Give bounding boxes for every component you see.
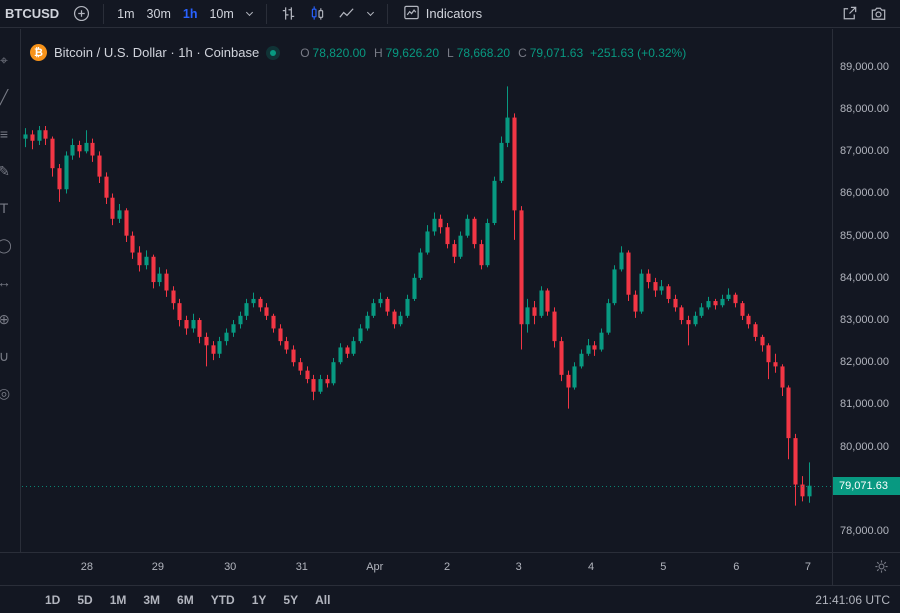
range-button-6M[interactable]: 6M — [170, 591, 201, 609]
price-axis[interactable]: 89,000.00 88,000.00 87,000.00 86,000.00 85,0… — [832, 29, 900, 552]
compare-add-icon[interactable] — [68, 2, 95, 25]
symbol-button[interactable]: BTCUSD — [0, 3, 66, 24]
price-tick-label: 81,000.00 — [840, 398, 889, 411]
timezone-settings-gear-icon[interactable] — [874, 559, 889, 579]
toolbar-separator — [265, 3, 267, 24]
time-tick-label: 5 — [660, 561, 667, 573]
time-tick-label: 30 — [224, 561, 237, 573]
range-button-YTD[interactable]: YTD — [204, 591, 242, 609]
current-price-label: 79,071.63 — [833, 476, 900, 495]
price-tick-label: 87,000.00 — [840, 145, 889, 158]
price-tick-label: 80,000.00 — [840, 440, 889, 453]
candlestick-chart-canvas[interactable] — [22, 29, 832, 552]
range-button-5Y[interactable]: 5Y — [276, 591, 305, 609]
time-tick-label: 2 — [444, 561, 451, 573]
zoom-icon[interactable]: ⊕ — [0, 312, 15, 327]
interval-button-30m[interactable]: 30m — [142, 4, 176, 24]
interval-button-1h[interactable]: 1h — [178, 4, 203, 24]
price-tick-label: 88,000.00 — [840, 103, 889, 116]
time-tick-label: 31 — [295, 561, 308, 573]
range-button-group: 1D 5D 1M 3M 6M YTD 1Y 5Y All — [38, 591, 337, 609]
range-button-5D[interactable]: 5D — [70, 591, 99, 609]
time-tick-label: Apr — [366, 561, 384, 573]
range-button-1D[interactable]: 1D — [38, 591, 67, 609]
price-tick-label: 78,000.00 — [840, 524, 889, 537]
time-tick-label: 7 — [804, 561, 811, 573]
toolbar-separator — [386, 3, 388, 24]
shapes-icon[interactable]: ◯ — [0, 238, 15, 253]
trend-line-icon[interactable]: ╱ — [0, 89, 9, 105]
price-tick-label: 85,000.00 — [840, 229, 889, 242]
axis-corner — [832, 552, 900, 585]
time-tick-label: 6 — [733, 561, 740, 573]
interval-button-1m[interactable]: 1m — [112, 4, 139, 24]
line-style-icon[interactable] — [333, 2, 360, 25]
symbol-title[interactable]: Bitcoin / U.S. Dollar · 1h · Coinbase — [54, 45, 260, 60]
crosshair-icon[interactable]: ⌖ — [0, 52, 8, 68]
fib-retracement-icon[interactable]: ≡ — [0, 126, 9, 142]
price-tick-label: 84,000.00 — [840, 271, 889, 284]
interval-button-10m[interactable]: 10m — [204, 4, 238, 24]
bottom-toolbar: 1D 5D 1M 3M 6M YTD 1Y 5Y All 21:41:06 UTC — [0, 585, 900, 613]
text-icon[interactable]: T — [0, 200, 9, 216]
time-tick-label: 4 — [587, 561, 595, 573]
style-chevron-down-icon[interactable] — [362, 8, 379, 19]
price-tick-label: 89,000.00 — [840, 60, 889, 73]
indicators-label: Indicators — [425, 6, 483, 21]
range-button-1Y[interactable]: 1Y — [245, 591, 274, 609]
range-button-1M[interactable]: 1M — [103, 591, 134, 609]
time-tick-label: 29 — [151, 561, 165, 573]
price-tick-label: 82,000.00 — [840, 356, 889, 369]
market-status-icon[interactable] — [266, 45, 281, 60]
camera-icon[interactable] — [865, 2, 892, 25]
time-tick-label: 3 — [515, 561, 522, 573]
interval-chevron-down-icon[interactable] — [241, 8, 258, 19]
drawing-tools-toolbar: ⌖ ╱ ≡ ✎ T ◯ ↔ ⊕ ∪ ◎ — [0, 29, 21, 552]
candle-style-icon[interactable] — [304, 2, 331, 25]
toolbar-separator — [103, 3, 105, 24]
range-button-All[interactable]: All — [308, 591, 337, 609]
price-tick-label: 86,000.00 — [840, 187, 889, 200]
price-tick-label: 83,000.00 — [840, 314, 889, 327]
indicators-icon — [402, 3, 421, 25]
range-button-3M[interactable]: 3M — [136, 591, 167, 609]
top-toolbar: BTCUSD 1m 30m 1h 10m Indicators — [0, 0, 900, 28]
interval-button-group: 1m 30m 1h 10m — [112, 4, 239, 24]
clock-utc[interactable]: 21:41:06 UTC — [815, 592, 890, 607]
time-axis[interactable]: 28 29 30 31 Apr 2 3 4 5 6 7 — [0, 552, 832, 585]
eye-icon[interactable]: ◎ — [0, 386, 15, 401]
magnet-icon[interactable]: ∪ — [0, 349, 15, 364]
measure-icon[interactable]: ↔ — [0, 275, 15, 290]
brush-icon[interactable]: ✎ — [0, 164, 15, 179]
open-in-new-icon[interactable] — [836, 2, 863, 25]
bar-style-icon[interactable] — [275, 2, 302, 25]
time-tick-label: 28 — [80, 561, 94, 573]
indicators-button[interactable]: Indicators — [396, 0, 488, 28]
